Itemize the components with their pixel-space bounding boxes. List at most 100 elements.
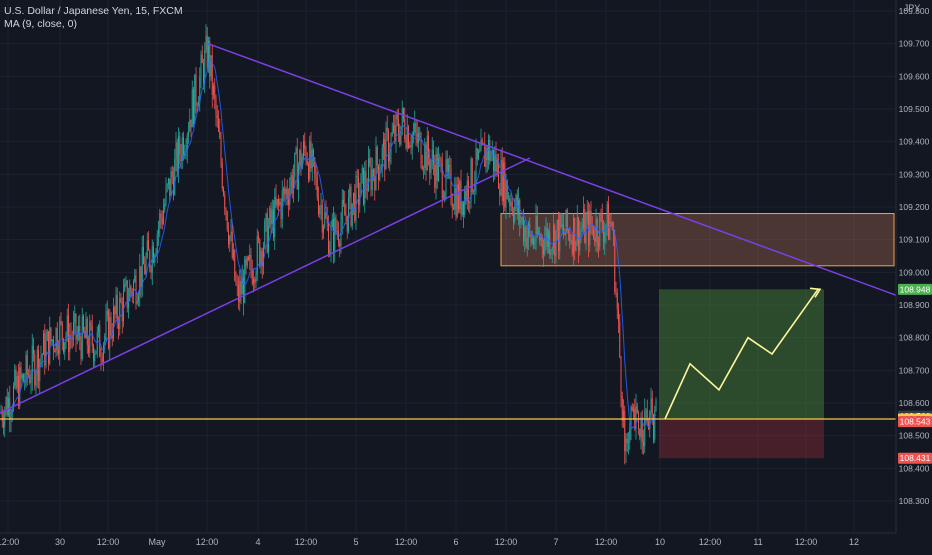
candle-body	[136, 301, 138, 304]
candle-body	[504, 162, 506, 208]
candle-body	[331, 218, 333, 228]
candle-body	[69, 334, 71, 352]
candle-body	[139, 266, 141, 296]
candle-body	[156, 234, 158, 253]
price-axis-label: 108.800	[899, 333, 930, 343]
candle-body	[475, 148, 477, 184]
candle-body	[201, 54, 203, 64]
candle-body	[621, 396, 623, 421]
time-axis-panel	[0, 533, 932, 550]
candle-body	[344, 203, 346, 216]
candle-body	[541, 236, 543, 248]
candle-body	[619, 321, 621, 358]
candle-body	[63, 338, 64, 352]
candle-body	[425, 144, 427, 171]
candle-body	[579, 230, 581, 251]
candle-body	[655, 399, 657, 411]
candle-body	[471, 158, 473, 192]
candle-body	[95, 350, 97, 354]
candle-body	[578, 217, 579, 251]
candle-body	[181, 137, 183, 162]
symbol-title[interactable]: U.S. Dollar / Japanese Yen, 15, FXCM	[4, 5, 183, 17]
candle-body	[375, 146, 377, 190]
candle-body	[255, 274, 257, 283]
candle-body	[423, 168, 424, 170]
candle-body	[114, 307, 116, 315]
candle-body	[545, 227, 547, 240]
candle-body	[496, 159, 498, 173]
candle-body	[440, 158, 442, 164]
candle-body	[324, 212, 326, 227]
candle-body	[603, 229, 604, 243]
candle-body	[123, 291, 124, 322]
candle-body	[550, 251, 552, 255]
candle-body	[199, 76, 201, 103]
price-axis-label: 109.300	[899, 169, 930, 179]
candle-body	[168, 178, 169, 185]
candle-body	[609, 222, 611, 240]
candle-body	[625, 438, 627, 452]
candle-body	[24, 381, 26, 383]
candle-body	[350, 186, 352, 226]
candle-body	[48, 331, 49, 364]
descending-trendline	[207, 42, 897, 296]
candle-body	[354, 192, 356, 221]
candle-body	[361, 167, 363, 174]
candle-body	[626, 438, 628, 444]
candle-body	[536, 215, 538, 235]
candle-body	[523, 217, 524, 242]
candle-body	[221, 162, 223, 189]
price-axis-label: 109.100	[899, 235, 930, 245]
candle-body	[401, 108, 403, 127]
candle-body	[68, 315, 69, 352]
candle-body	[478, 151, 479, 160]
candle-body	[430, 161, 432, 173]
candle-body	[311, 149, 313, 169]
candle-body	[508, 198, 509, 200]
candle-body	[371, 169, 373, 190]
candle-body	[228, 229, 229, 245]
indicator-label[interactable]: MA (9, close, 0)	[4, 18, 77, 30]
candle-body	[566, 209, 568, 231]
candle-body	[203, 63, 204, 84]
candle-body	[313, 149, 314, 158]
time-axis-label: 12:00	[97, 537, 120, 547]
candle-body	[650, 398, 652, 413]
candle-body	[606, 203, 608, 226]
candle-body	[409, 145, 411, 148]
candle-body	[595, 219, 597, 242]
candle-body	[55, 328, 57, 353]
candle-body	[120, 298, 122, 303]
price-tag-label: 108.543	[900, 417, 931, 427]
candle-body	[249, 254, 251, 260]
candle-body	[173, 177, 174, 195]
time-axis-label: 4	[255, 537, 260, 547]
candle-body	[61, 322, 63, 339]
candle-body	[138, 295, 139, 302]
candle-body	[211, 55, 213, 96]
candle-body	[413, 132, 414, 135]
candle-body	[556, 219, 558, 231]
candle-body	[418, 134, 419, 144]
candle-body	[509, 198, 511, 207]
time-axis-label: 5	[353, 537, 358, 547]
price-axis-label: 108.500	[899, 431, 930, 441]
time-axis-label: 12:00	[495, 537, 518, 547]
candle-body	[321, 204, 323, 233]
candle-body	[576, 217, 578, 242]
candle-body	[251, 269, 253, 284]
candle-body	[465, 190, 467, 201]
candle-body	[158, 227, 159, 235]
candle-body	[629, 428, 631, 443]
candle-body	[145, 257, 147, 274]
candle-body	[653, 413, 654, 440]
candle-body	[495, 154, 497, 173]
time-axis-label: 12:00	[295, 537, 318, 547]
time-axis-label: 30	[55, 537, 65, 547]
candle-body	[591, 226, 593, 227]
price-axis-label: 109.800	[899, 6, 930, 16]
candle-body	[434, 164, 436, 188]
candle-body	[213, 85, 214, 96]
